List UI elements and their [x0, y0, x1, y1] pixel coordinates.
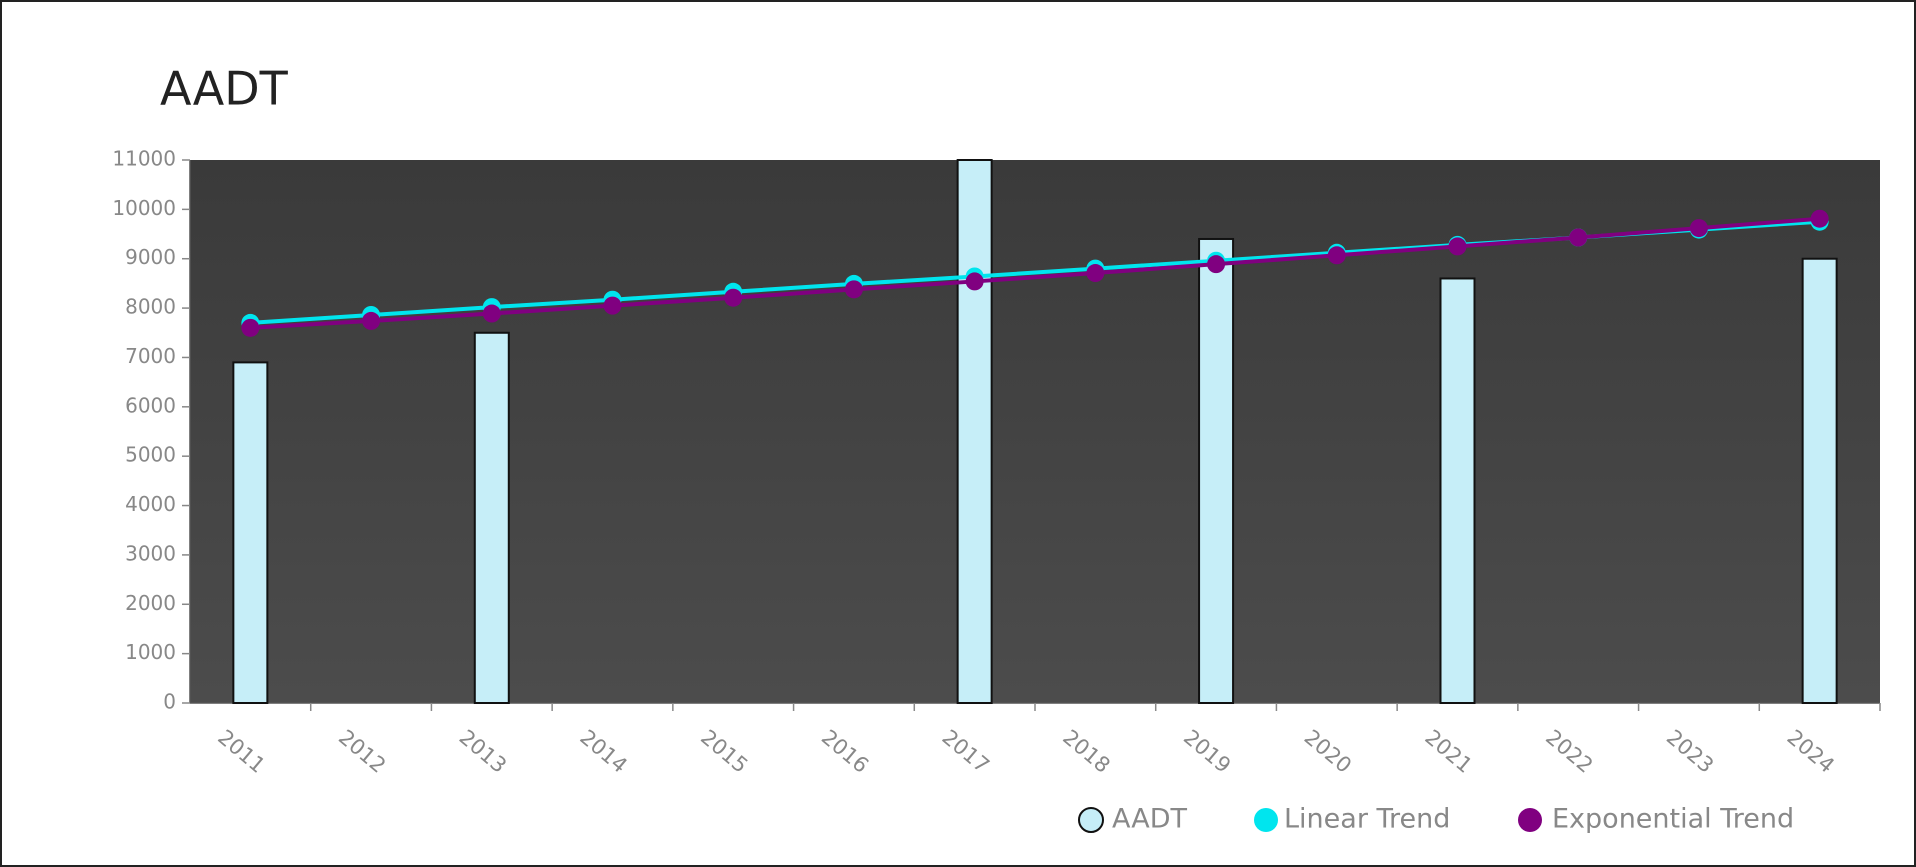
y-tick-label: 5000 [125, 443, 176, 467]
legend-marker [1078, 807, 1104, 833]
legend-marker [1518, 808, 1542, 832]
legend-label: Linear Trend [1284, 804, 1450, 835]
trend-marker [1569, 228, 1588, 247]
trend-marker [1448, 237, 1467, 256]
y-tick-label: 9000 [125, 245, 176, 269]
y-tick-label: 1000 [125, 640, 176, 664]
y-tick-label: 8000 [125, 295, 176, 319]
trend-marker [362, 311, 381, 330]
bar [1801, 257, 1838, 704]
bar [232, 361, 269, 704]
trend-marker [1689, 219, 1708, 238]
legend-marker [1254, 808, 1278, 832]
trend-marker [1207, 255, 1226, 274]
y-tick-label: 4000 [125, 492, 176, 516]
y-tick-label: 11000 [112, 147, 176, 171]
trend-marker [844, 280, 863, 299]
y-tick-label: 7000 [125, 344, 176, 368]
trend-marker [603, 296, 622, 315]
trend-marker [482, 304, 501, 323]
plot-area [190, 160, 1880, 703]
trend-marker [1327, 246, 1346, 265]
y-tick-label: 6000 [125, 393, 176, 417]
trend-marker [724, 288, 743, 307]
trend-marker [1086, 264, 1105, 283]
trend-marker [965, 272, 984, 291]
bar [473, 331, 510, 704]
bar [1439, 277, 1476, 704]
legend-label: AADT [1112, 804, 1187, 835]
y-tick-label: 2000 [125, 591, 176, 615]
y-tick-label: 3000 [125, 541, 176, 565]
chart-title: AADT [160, 62, 289, 116]
y-tick-label: 10000 [112, 196, 176, 220]
y-tick-label: 0 [163, 690, 176, 714]
legend-label: Exponential Trend [1552, 804, 1794, 835]
bar [1198, 237, 1235, 704]
bar [956, 159, 993, 704]
trend-marker [1810, 209, 1829, 228]
trend-marker [241, 318, 260, 337]
trend-line [250, 216, 1820, 330]
